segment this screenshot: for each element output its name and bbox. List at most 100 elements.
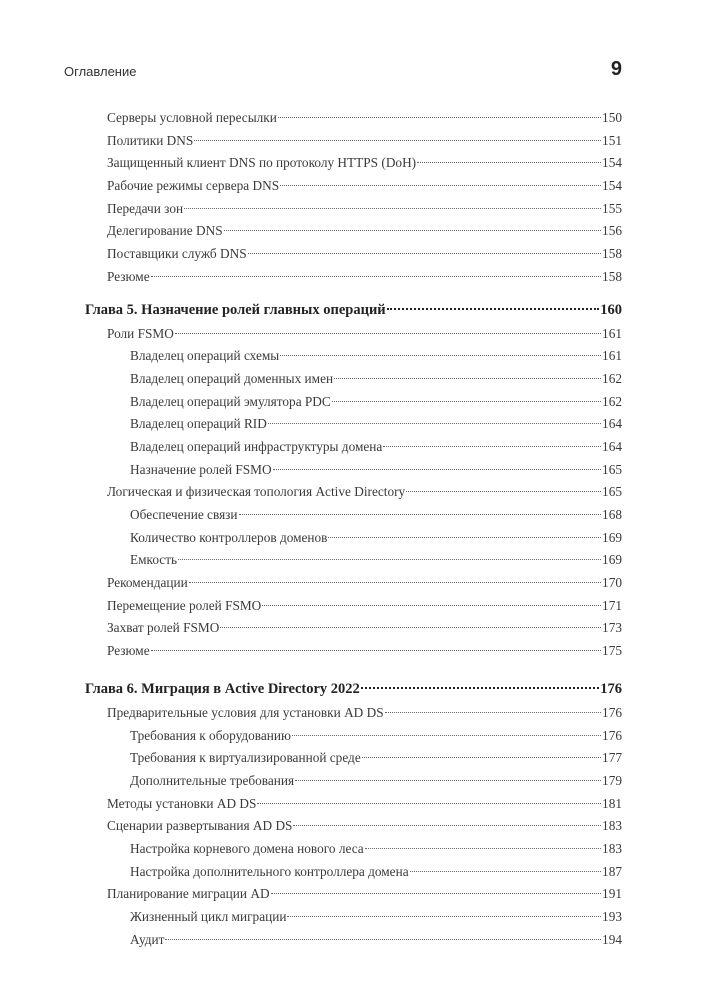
dot-leader: [331, 400, 602, 402]
entry-page-number: 154: [602, 155, 622, 171]
entry-title: Требования к оборудованию: [130, 727, 291, 743]
entry-page-number: 183: [602, 818, 622, 834]
entry-page-number: 176: [602, 727, 622, 743]
entry-title: Настройка корневого домена нового леса: [130, 840, 364, 856]
entry-title: Требования к виртуализированной среде: [130, 750, 361, 766]
entry-title: Серверы условной пересылки: [107, 110, 277, 125]
toc-chapter-entry: Глава 5. Назначение ролей главных операц…: [85, 298, 622, 323]
entry-page-number: 183: [602, 840, 622, 856]
toc-entry: Поставщики служб DNS 158: [85, 243, 622, 266]
entry-title: Роли FSMO: [107, 325, 174, 341]
entry-page-number: 164: [602, 438, 622, 454]
entry-title: Захват ролей FSMO: [107, 620, 220, 636]
toc-entry: Владелец операций доменных имен 162: [85, 368, 622, 391]
entry-title: Передачи зон: [107, 200, 184, 216]
entry-title: Владелец операций эмулятора PDC: [130, 393, 331, 409]
toc-entry: Настройка дополнительного контроллера до…: [85, 861, 622, 884]
entry-title: Глава 5. Назначение ролей главных операц…: [85, 301, 386, 318]
toc-entry: Передачи зон 155: [85, 198, 622, 221]
toc-entry: Жизненный цикл миграции 193: [85, 906, 622, 929]
entry-title: Политики DNS: [107, 132, 194, 148]
toc-entry: Дополнительные требования 179: [85, 770, 622, 793]
dot-leader: [270, 893, 602, 895]
entry-title: Рекомендации: [107, 575, 188, 591]
entry-title: Жизненный цикл миграции: [130, 909, 287, 924]
toc-entry: Логическая и физическая топология Active…: [85, 481, 622, 504]
dot-leader: [267, 423, 602, 425]
dot-leader: [257, 802, 602, 804]
entry-page-number: 193: [602, 909, 622, 924]
entry-page-number: 171: [602, 597, 622, 613]
dot-leader: [361, 757, 602, 759]
toc-entry: Обеспечение связи 168: [85, 504, 622, 527]
toc-entry: Предварительные условия для установки AD…: [85, 702, 622, 725]
dot-leader: [178, 559, 602, 561]
entry-page-number: 187: [602, 863, 622, 879]
entry-page-number: 164: [602, 416, 622, 432]
entry-title: Рабочие режимы сервера DNS: [107, 178, 280, 194]
dot-leader: [247, 253, 602, 255]
toc-entry: Делегирование DNS 156: [85, 220, 622, 243]
dot-leader: [184, 207, 602, 209]
entry-title: Перемещение ролей FSMO: [107, 597, 262, 613]
entry-title: Делегирование DNS: [107, 223, 223, 239]
dot-leader: [334, 377, 602, 379]
toc-entry: Политики DNS 151: [85, 130, 622, 153]
entry-page-number: 160: [600, 301, 622, 318]
entry-page-number: 181: [602, 795, 622, 811]
entry-title: Резюме: [107, 268, 150, 284]
entry-page-number: 168: [602, 507, 622, 522]
entry-page-number: 176: [600, 680, 622, 697]
entry-title: Резюме: [107, 643, 150, 659]
toc-entry: Требования к виртуализированной среде 177: [85, 747, 622, 770]
table-of-contents: Серверы условной пересылки 150 Политики DN…: [85, 107, 622, 951]
dot-leader: [360, 686, 600, 689]
dot-leader: [295, 779, 602, 781]
dot-leader: [417, 162, 602, 164]
entry-page-number: 156: [602, 223, 622, 239]
entry-title: Глава 6. Миграция в Active Directory 202…: [85, 680, 360, 697]
entry-page-number: 176: [602, 704, 622, 720]
toc-entry: Владелец операций схемы 161: [85, 345, 622, 368]
entry-title: Обеспечение связи: [130, 507, 238, 522]
toc-entry: Защищенный клиент DNS по протоколу HTTPS…: [85, 152, 622, 175]
entry-page-number: 155: [602, 200, 622, 216]
dot-leader: [384, 711, 602, 713]
entry-title: Планирование миграции AD: [107, 886, 270, 902]
dot-leader: [328, 536, 602, 538]
toc-entry: Резюме 175: [85, 640, 622, 663]
dot-leader: [409, 870, 602, 872]
entry-page-number: 158: [602, 268, 622, 284]
entry-page-number: 161: [602, 325, 622, 341]
entry-title: Дополнительные требования: [130, 772, 295, 788]
entry-title: Владелец операций инфраструктуры домена: [130, 438, 383, 454]
entry-title: Емкость: [130, 552, 178, 568]
dot-leader: [150, 650, 602, 652]
entry-title: Настройка дополнительного контроллера до…: [130, 863, 409, 879]
toc-entry: Резюме 158: [85, 266, 622, 289]
toc-entry: Сценарии развертывания AD DS 183: [85, 815, 622, 838]
entry-page-number: 170: [602, 575, 622, 591]
dot-leader: [280, 185, 602, 187]
dot-leader: [406, 491, 602, 493]
entry-page-number: 165: [602, 484, 622, 500]
toc-entry: Количество контроллеров доменов 169: [85, 527, 622, 550]
dot-leader: [223, 230, 602, 232]
entry-page-number: 161: [602, 348, 622, 364]
dot-leader: [280, 355, 602, 357]
toc-entry: Назначение ролей FSMO 165: [85, 459, 622, 482]
entry-title: Поставщики служб DNS: [107, 246, 247, 262]
header-title: Оглавление: [64, 64, 137, 79]
entry-page-number: 173: [602, 620, 622, 636]
entry-title: Количество контроллеров доменов: [130, 529, 328, 545]
entry-title: Защищенный клиент DNS по протоколу HTTPS…: [107, 155, 417, 171]
dot-leader: [194, 139, 602, 141]
entry-page-number: 191: [602, 886, 622, 902]
entry-title: Сценарии развертывания AD DS: [107, 818, 293, 834]
dot-leader: [291, 734, 602, 736]
entry-page-number: 175: [602, 643, 622, 659]
dot-leader: [287, 916, 602, 917]
entry-page-number: 154: [602, 178, 622, 194]
entry-title: Логическая и физическая топология Active…: [107, 484, 406, 500]
toc-entry: Роли FSMO 161: [85, 323, 622, 346]
